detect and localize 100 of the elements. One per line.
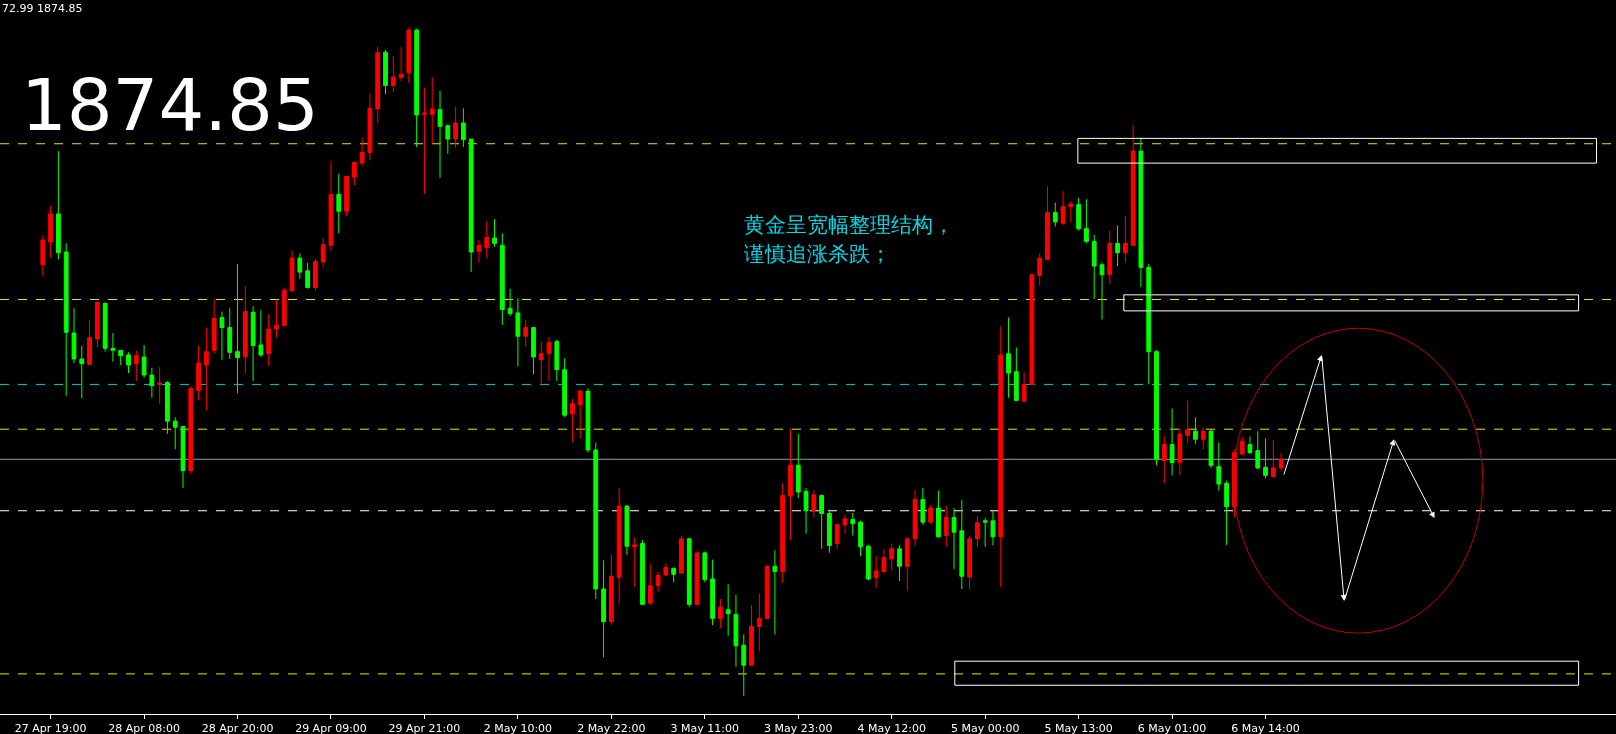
candlestick — [827, 508, 832, 554]
candlestick — [990, 510, 996, 547]
candlestick — [1115, 224, 1120, 267]
candlestick — [967, 535, 973, 590]
candlestick — [211, 298, 217, 355]
candlestick — [640, 539, 645, 606]
candlestick — [624, 504, 630, 556]
candlestick — [351, 160, 357, 186]
candlestick — [1193, 416, 1198, 445]
candlestick — [523, 319, 529, 348]
candlestick — [79, 345, 85, 399]
candlestick — [1045, 186, 1050, 260]
candlestick — [811, 489, 817, 518]
candlestick — [772, 549, 778, 635]
candlestick — [484, 220, 490, 259]
x-tick-label: 2 May 22:00 — [577, 722, 646, 734]
candlestick — [920, 487, 926, 526]
candlestick — [1006, 317, 1011, 399]
candlestick — [165, 380, 170, 435]
x-tick-label: 3 May 23:00 — [764, 722, 833, 734]
candlestick — [515, 297, 521, 367]
candlestick — [157, 366, 163, 405]
candlestick — [437, 90, 443, 179]
candlestick — [1130, 124, 1136, 246]
candlestick — [289, 250, 295, 293]
candlestick — [398, 46, 404, 82]
candlestick — [912, 489, 918, 547]
candlestick — [328, 160, 334, 252]
candlestick — [492, 218, 497, 248]
candlestick — [1200, 427, 1206, 450]
candlestick — [531, 327, 536, 375]
candlestick — [694, 551, 700, 606]
candlestick — [865, 544, 871, 581]
candlestick — [858, 520, 863, 557]
candlestick — [507, 288, 513, 317]
candlestick — [1185, 399, 1191, 444]
candlestick — [570, 398, 575, 444]
candlestick — [1161, 436, 1167, 484]
candlestick — [48, 205, 54, 259]
candlestick — [180, 425, 186, 489]
candlestick — [1091, 234, 1097, 300]
candlestick — [756, 593, 762, 652]
candlestick — [998, 325, 1004, 588]
candlestick — [764, 564, 770, 619]
candlestick — [305, 262, 311, 290]
candlestick — [1037, 252, 1043, 286]
candlestick — [655, 571, 661, 593]
candlestick — [943, 505, 949, 548]
candlestick — [546, 336, 552, 382]
candlestick — [593, 442, 599, 600]
candlestick — [1247, 436, 1253, 455]
x-tick-label: 6 May 14:00 — [1231, 722, 1300, 734]
x-tick-label: 27 Apr 19:00 — [14, 722, 87, 734]
x-tick-label: 29 Apr 21:00 — [388, 722, 461, 734]
candlestick — [1021, 371, 1027, 403]
candlestick — [1122, 215, 1128, 264]
candlestick — [959, 499, 965, 590]
candlestick — [110, 332, 116, 363]
candlestick — [1270, 439, 1276, 479]
candlestick — [344, 175, 349, 217]
candlestick — [266, 313, 272, 367]
annotation: 1874.85 — [21, 63, 319, 147]
candlestick — [632, 537, 638, 588]
candlestick — [1169, 407, 1175, 476]
candlestick — [1068, 200, 1074, 223]
candlestick — [235, 263, 240, 394]
candlestick — [468, 138, 474, 273]
candlestick — [647, 563, 653, 606]
candlestick — [56, 150, 61, 260]
x-tick-label: 5 May 13:00 — [1044, 722, 1113, 734]
candlestick — [554, 339, 560, 382]
candlestick — [616, 487, 622, 605]
candlestick — [429, 77, 435, 145]
candlestick — [320, 237, 326, 268]
candlestick — [1239, 436, 1245, 456]
candlestick — [663, 562, 669, 577]
candlestick — [881, 548, 887, 574]
candlestick — [795, 433, 801, 499]
candlestick — [1029, 272, 1035, 385]
candlestick — [679, 535, 684, 575]
candlestick — [1076, 197, 1082, 232]
x-tick-label: 6 May 01:00 — [1137, 722, 1207, 734]
candlestick — [460, 107, 466, 148]
annotation: 谨慎追涨杀跌； — [744, 242, 891, 266]
candlestick — [390, 55, 396, 93]
candlestick — [1255, 430, 1261, 470]
candlestick — [406, 26, 412, 84]
candlestick — [297, 252, 303, 280]
candlestick — [1208, 429, 1214, 469]
candlestick — [749, 604, 754, 666]
candlestick — [904, 537, 910, 592]
candlestick — [936, 490, 941, 539]
candlestick — [196, 345, 201, 401]
candlestick — [842, 514, 848, 534]
candlestick — [608, 554, 614, 626]
candlestick — [422, 87, 427, 195]
candlestick — [725, 583, 731, 637]
candlestick — [889, 543, 895, 571]
candlestick — [710, 559, 716, 626]
candlestick — [141, 344, 147, 379]
